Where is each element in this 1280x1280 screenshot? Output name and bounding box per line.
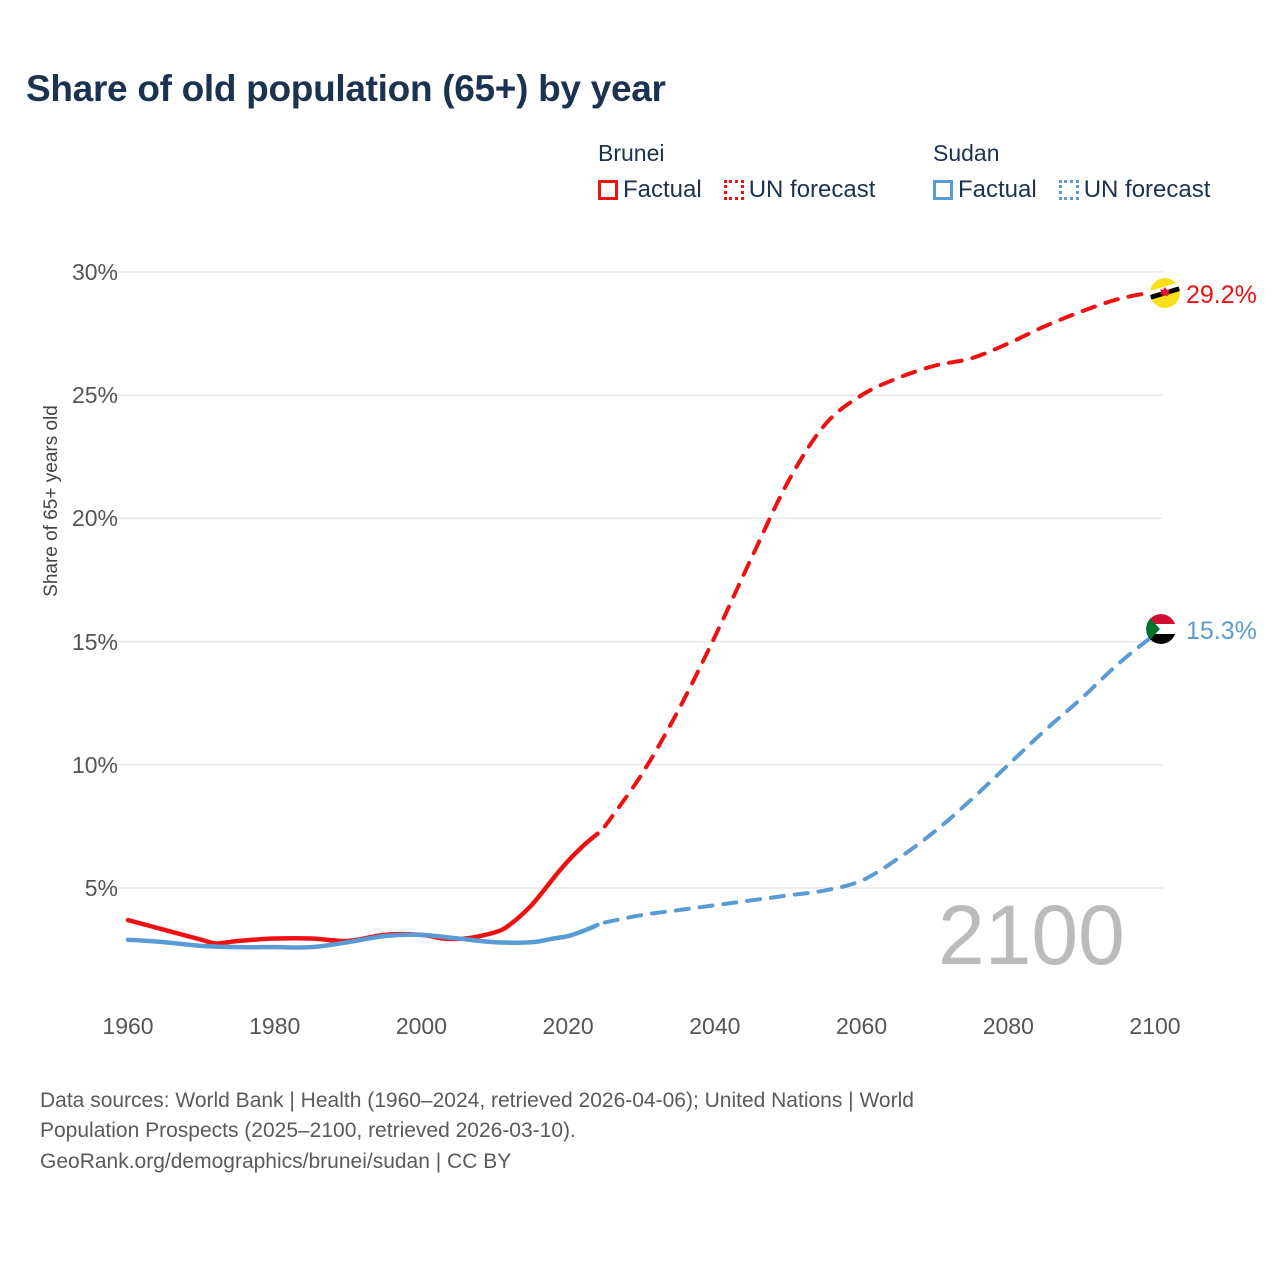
series-paths — [125, 289, 1157, 950]
legend-swatch-solid-icon — [933, 180, 953, 200]
legend-swatch-solid-icon — [598, 180, 618, 200]
endpoint-value-sudan: 15.3% — [1186, 617, 1257, 645]
x-tick-label: 2080 — [982, 1013, 1034, 1039]
legend-entries-brunei: Factual UN forecast — [598, 178, 875, 202]
legend-item-brunei-forecast[interactable]: UN forecast — [723, 176, 876, 203]
legend-entries-sudan: Factual UN forecast — [933, 178, 1210, 202]
y-tick-label: 5% — [84, 875, 118, 901]
y-tick-label: 10% — [71, 751, 118, 778]
x-tick-label: 2100 — [1129, 1013, 1181, 1039]
legend-swatch-dotted-icon — [723, 180, 744, 200]
legend-group-sudan: Sudan Factual UN forecast — [933, 142, 1210, 202]
legend-country-sudan: Sudan — [933, 140, 1000, 166]
year-watermark: 2100 — [938, 888, 1125, 982]
x-tick-label: 2040 — [689, 1013, 741, 1039]
legend-label-brunei-forecast: UN forecast — [748, 176, 876, 203]
legend-item-sudan-factual[interactable]: Factual — [933, 178, 1037, 202]
legend-country-brunei: Brunei — [598, 140, 665, 166]
footer-line-3[interactable]: GeoRank.org/demographics/brunei/sudan | … — [40, 1149, 512, 1173]
x-tick-label: 2020 — [542, 1013, 594, 1039]
legend-label-brunei-factual: Factual — [623, 176, 702, 203]
gridlines — [104, 271, 1163, 889]
legend-label-sudan-factual: Factual — [958, 176, 1037, 203]
brunei-flag-icon — [1150, 278, 1180, 308]
legend-item-brunei-factual[interactable]: Factual — [598, 178, 702, 202]
sudan-flag-icon — [1146, 614, 1176, 644]
footer-line-1: Data sources: World Bank | Health (1960–… — [40, 1089, 914, 1112]
chart-legend: Brunei Factual UN forecast Sudan Factual — [598, 142, 1258, 220]
legend-label-sudan-forecast: UN forecast — [1083, 176, 1211, 203]
y-tick-label: 15% — [71, 628, 118, 655]
footer-line-2: Population Prospects (2025–2100, retriev… — [40, 1119, 576, 1143]
legend-swatch-dotted-icon — [1058, 180, 1079, 200]
page-title: Share of old population (65+) by year — [26, 68, 666, 109]
x-tick-label: 1960 — [102, 1013, 154, 1039]
legend-item-sudan-forecast[interactable]: UN forecast — [1058, 176, 1211, 203]
y-tick-label: 25% — [71, 382, 118, 409]
footer-sources: Data sources: World Bank | Health (1960–… — [40, 1086, 1190, 1177]
x-tick-label: 2000 — [395, 1013, 448, 1039]
x-tick-label: 2060 — [835, 1013, 888, 1039]
series-line-sudan-factual — [125, 922, 600, 950]
legend-group-brunei: Brunei Factual UN forecast — [598, 142, 875, 202]
y-tick-label: 30% — [71, 259, 118, 285]
series-line-sudan-forecast — [602, 632, 1157, 925]
y-tick-label: 20% — [71, 505, 118, 532]
series-line-brunei-forecast — [602, 289, 1157, 829]
x-tick-label: 1980 — [249, 1013, 301, 1039]
endpoint-value-brunei: 29.2% — [1186, 281, 1257, 309]
